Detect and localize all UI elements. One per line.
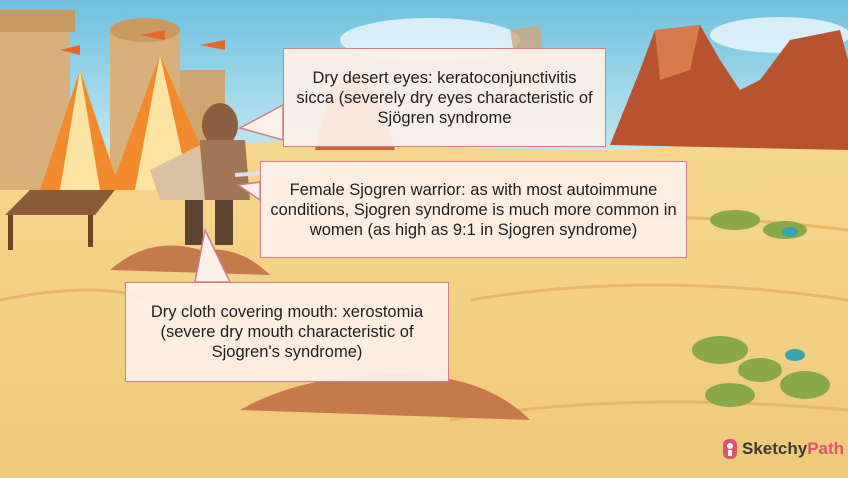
rock-pile xyxy=(240,374,530,420)
callout-dry-mouth: Dry cloth covering mouth: xerostomia (se… xyxy=(125,282,449,382)
shrubs xyxy=(692,210,830,407)
callout-female-warrior-text: Female Sjogren warrior: as with most aut… xyxy=(270,180,677,239)
logo-text: SketchyPath xyxy=(742,439,844,459)
bench xyxy=(5,190,115,215)
sketchypath-logo: SketchyPath xyxy=(722,437,844,461)
callout-dry-eyes-text: Dry desert eyes: keratoconjunctivitis si… xyxy=(296,68,593,127)
brain-icon xyxy=(723,439,737,459)
rock-pile xyxy=(110,245,270,275)
logo-text-part1: Sketchy xyxy=(742,439,808,458)
callout-female-warrior: Female Sjogren warrior: as with most aut… xyxy=(260,161,687,258)
logo-text-part2: Path xyxy=(807,439,845,458)
callout-dry-eyes: Dry desert eyes: keratoconjunctivitis si… xyxy=(283,48,606,147)
callout-dry-mouth-text: Dry cloth covering mouth: xerostomia (se… xyxy=(150,303,424,361)
warrior-figure xyxy=(150,103,311,245)
